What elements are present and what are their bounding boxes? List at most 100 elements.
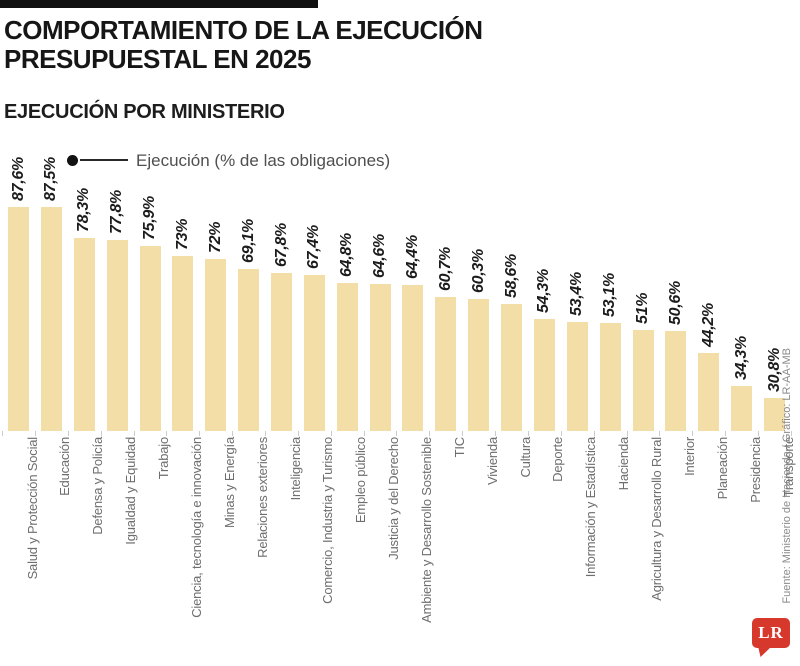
chart-title-line2: PRESUPUESTAL EN 2025 <box>4 44 311 74</box>
bar <box>632 330 654 431</box>
lr-logo-tail-icon <box>758 646 772 657</box>
axis-tick <box>100 431 102 436</box>
legend-label: Ejecución (% de las obligaciones) <box>136 151 391 170</box>
axis-tick <box>626 431 628 436</box>
top-accent-bar <box>0 0 318 8</box>
axis-tick <box>593 431 595 436</box>
bar-value-label: 73% <box>173 218 191 250</box>
bar-category-label: Justicia y del Derecho <box>386 437 402 560</box>
bar <box>238 269 260 431</box>
bar-value-label: 69,1% <box>239 219 257 263</box>
bar-value-label: 64,8% <box>338 233 356 277</box>
axis-tick <box>495 431 496 436</box>
bar-category-label: Ambiente y Desarrollo Sostenible <box>418 437 434 623</box>
bar-value-label: 34,3% <box>732 336 750 380</box>
axis-tick <box>758 431 759 436</box>
bar-value-label: 54,3% <box>535 269 553 313</box>
chart-title-line1: COMPORTAMIENTO DE LA EJECUCIÓN <box>4 15 483 45</box>
axis-tick <box>429 431 431 436</box>
bar-category-label: Hacienda <box>616 437 632 491</box>
bar-category-label: Vivienda <box>484 437 500 486</box>
bar-category-label: Relaciones exteriores <box>254 437 270 558</box>
bar <box>303 275 325 431</box>
axis-tick <box>330 431 332 436</box>
bar-value-label: 78,3% <box>75 188 93 232</box>
bar-value-label: 53,1% <box>601 273 619 317</box>
bar-category-label: Empleo público <box>353 437 369 524</box>
bar-category-label: Ciencia, tecnología e innovación <box>188 437 204 618</box>
axis-tick <box>659 431 661 436</box>
bar-value-label: 64,6% <box>371 234 389 278</box>
bar-category-label: Cultura <box>517 437 533 478</box>
bar <box>369 284 391 431</box>
bar-value-label: 67,8% <box>272 223 290 267</box>
bar <box>764 398 785 431</box>
bar-value-label: 75,9% <box>141 196 158 240</box>
bar <box>271 273 292 431</box>
bar <box>599 323 621 431</box>
bar-category-label: Interior <box>681 437 697 476</box>
bar <box>172 256 194 431</box>
bar <box>435 297 457 431</box>
bar <box>336 283 358 431</box>
axis-tick <box>199 431 201 436</box>
bar <box>139 246 161 431</box>
bar-value-label: 51% <box>634 292 651 324</box>
bar-value-label: 87,5% <box>42 157 60 201</box>
bar-category-label: Agricultura y Desarrollo Rural <box>649 437 664 601</box>
bar-category-label: Deporte <box>550 437 566 482</box>
bar-category-label: TIC <box>451 437 467 458</box>
axis-tick <box>265 431 266 436</box>
axis-tick <box>166 431 168 436</box>
bar <box>665 331 687 431</box>
bar-category-label: Información y Estadística <box>583 437 599 578</box>
bar-category-label: Salud y Protección Social <box>24 437 40 580</box>
bar <box>566 322 588 431</box>
bar <box>8 207 29 431</box>
bar-category-label: Planeación <box>714 437 730 500</box>
bar <box>731 386 753 431</box>
bar <box>501 304 522 431</box>
bar-value-label: 53,4% <box>568 272 586 316</box>
bar <box>698 353 720 431</box>
bar-value-label: 72% <box>206 221 224 253</box>
chart-title: COMPORTAMIENTO DE LA EJECUCIÓN PRESUPUES… <box>4 16 564 74</box>
bar-value-label: 58,6% <box>502 254 520 298</box>
axis-tick <box>396 431 398 436</box>
lr-logo-text: LR <box>758 623 784 642</box>
axis-tick <box>67 431 69 436</box>
bar-value-label: 64,4% <box>403 235 421 279</box>
bar-category-label: Igualdad y Equidad <box>123 437 139 545</box>
bar-value-label: 67,4% <box>305 225 323 269</box>
axis-tick <box>725 431 727 436</box>
axis-tick <box>133 431 135 436</box>
axis-tick <box>232 431 234 436</box>
bar <box>40 207 62 431</box>
bar <box>73 238 95 431</box>
bar-value-label: 60,7% <box>436 247 454 291</box>
bar-category-label: Trabajo <box>156 437 171 480</box>
bar <box>106 240 128 431</box>
bar-category-label: Minas y Energía <box>221 437 237 528</box>
bar-category-label: Comercio, Industria y Turismo <box>320 437 336 604</box>
axis-tick <box>692 431 694 436</box>
legend-dot-icon <box>67 155 78 166</box>
source-credit: Fuente: Ministerio de Hacienda / Gráfico… <box>781 348 793 604</box>
axis-tick <box>790 431 792 436</box>
bar <box>468 299 490 431</box>
bar-value-label: 77,8% <box>108 190 126 234</box>
bar-value-label: 50,6% <box>666 281 684 325</box>
axis-tick <box>462 431 464 436</box>
bar-value-label: 87,6% <box>9 157 27 201</box>
bar-value-label: 44,2% <box>699 303 717 347</box>
bar <box>533 319 555 431</box>
bar-category-label: Inteligencia <box>287 437 303 501</box>
section-title: EJECUCIÓN POR MINISTERIO <box>4 101 285 123</box>
axis-tick <box>34 431 36 436</box>
axis-tick <box>527 431 529 436</box>
axis-tick <box>560 431 562 436</box>
lr-logo: LR <box>752 618 790 657</box>
bar <box>402 285 424 431</box>
